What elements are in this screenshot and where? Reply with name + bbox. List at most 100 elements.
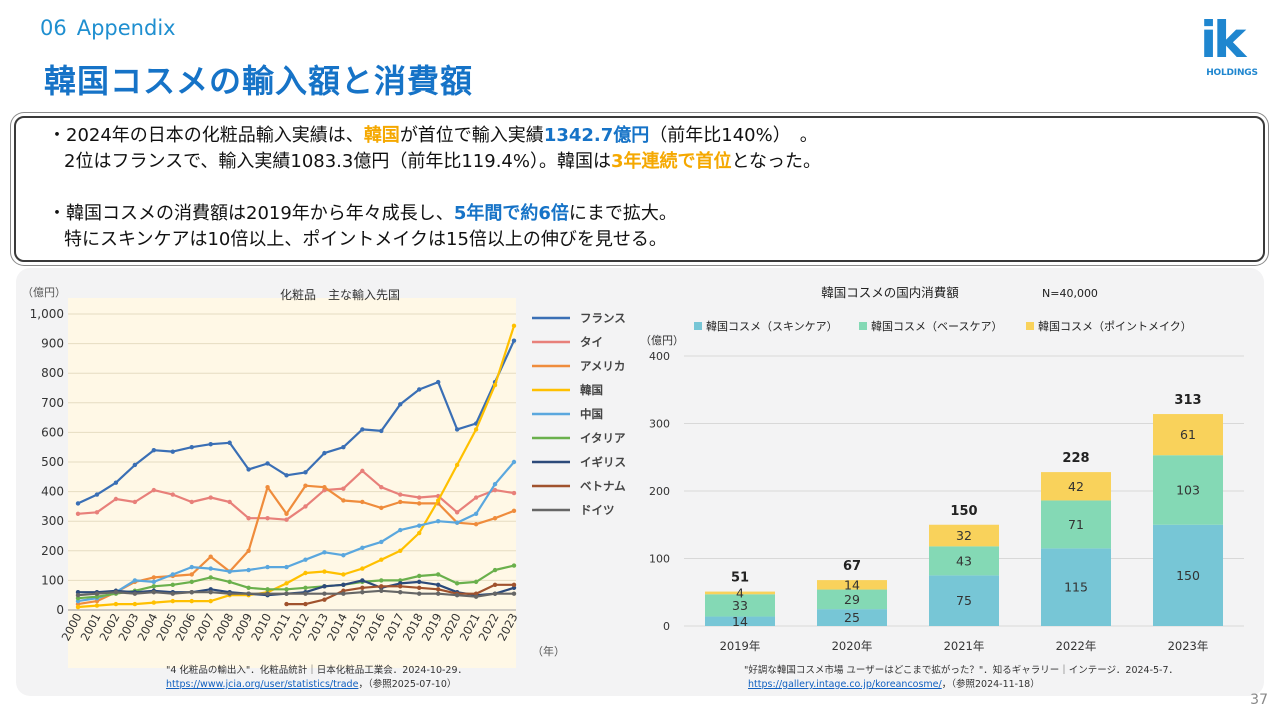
data-point xyxy=(303,557,308,562)
summary-box: ・2024年の日本の化粧品輸入実績は、韓国が首位で輸入実績1342.7億円（前年… xyxy=(14,116,1265,262)
data-point xyxy=(341,582,346,588)
bar-segment xyxy=(705,591,775,595)
data-point xyxy=(322,591,327,596)
data-point xyxy=(208,590,213,595)
data-point xyxy=(454,593,460,598)
section-header: 06 Appendix xyxy=(40,16,186,40)
data-point xyxy=(189,572,194,577)
y-tick-label: 300 xyxy=(649,418,670,431)
data-point xyxy=(284,587,289,592)
data-point xyxy=(435,587,441,592)
bar-value-label: 71 xyxy=(1068,517,1084,532)
data-point xyxy=(379,588,384,593)
data-point xyxy=(435,591,441,596)
y-tick-label: 100 xyxy=(41,573,64,587)
data-point xyxy=(132,499,138,505)
data-point xyxy=(227,440,232,445)
data-point xyxy=(189,564,194,570)
bar-segment xyxy=(929,546,999,576)
data-point xyxy=(170,492,175,497)
legend-swatch xyxy=(1026,322,1034,330)
data-point xyxy=(75,511,81,516)
citation-right-link[interactable]: https://gallery.intage.co.jp/koreancosme… xyxy=(748,679,942,690)
bar-segment xyxy=(1041,548,1111,626)
data-point xyxy=(360,545,365,551)
legend-label: ベトナム xyxy=(580,479,626,493)
data-point xyxy=(417,591,422,596)
data-point xyxy=(511,591,517,596)
legend-label: フランス xyxy=(580,311,626,325)
data-point xyxy=(492,516,498,521)
data-point xyxy=(265,516,270,521)
data-point xyxy=(75,501,81,506)
bar-segment xyxy=(929,575,999,626)
data-point xyxy=(189,445,194,450)
series-line xyxy=(77,340,516,505)
legend-label: 韓国コスメ（ベースケア） xyxy=(871,320,1002,333)
x-tick-label: 2021年 xyxy=(944,639,985,653)
bar-segment xyxy=(817,589,887,610)
data-point xyxy=(360,468,365,474)
bar-segment xyxy=(1153,524,1223,626)
data-point xyxy=(227,499,232,505)
legend-swatch xyxy=(859,322,867,330)
data-point xyxy=(360,578,365,583)
summary-line-2: 2位はフランスで、輸入実績1083.3億円（前年比119.4%）。韓国は3年連続… xyxy=(64,151,821,172)
data-point xyxy=(265,461,270,466)
bar-value-label: 4 xyxy=(736,585,744,600)
data-point xyxy=(208,554,213,559)
data-point xyxy=(511,323,517,329)
series-line xyxy=(77,589,514,598)
data-point xyxy=(379,584,384,589)
series-line xyxy=(77,469,515,521)
data-point xyxy=(322,484,327,490)
data-point xyxy=(360,566,365,571)
data-point xyxy=(132,591,138,596)
bar-value-label: 43 xyxy=(956,553,972,568)
data-point xyxy=(170,591,175,596)
data-point xyxy=(208,598,213,604)
data-point xyxy=(265,564,270,570)
y-tick-label: 600 xyxy=(41,425,64,439)
data-point xyxy=(151,600,157,605)
data-point xyxy=(417,530,422,536)
data-point xyxy=(284,517,289,522)
bar-value-label: 14 xyxy=(844,577,860,592)
data-point xyxy=(454,427,460,432)
bar-value-label: 75 xyxy=(956,593,972,608)
data-point xyxy=(151,447,157,453)
legend-label: ドイツ xyxy=(580,503,615,517)
data-point xyxy=(322,450,327,456)
data-point xyxy=(113,480,119,485)
bar-value-label: 25 xyxy=(844,610,860,625)
data-point xyxy=(511,563,517,568)
data-point xyxy=(303,570,308,576)
data-point xyxy=(473,521,479,527)
data-point xyxy=(341,591,346,596)
data-point xyxy=(303,585,308,590)
bar-segment xyxy=(1153,455,1223,525)
legend-label: 韓国コスメ（スキンケア） xyxy=(706,320,838,333)
data-point xyxy=(360,585,365,590)
data-point xyxy=(189,579,194,585)
data-point xyxy=(322,597,327,602)
citation-left-link[interactable]: https://www.jcia.org/user/statistics/tra… xyxy=(166,679,359,690)
bar-total-label: 67 xyxy=(843,559,861,574)
bar-segment xyxy=(705,594,775,617)
data-point xyxy=(227,591,232,596)
data-point xyxy=(151,590,157,595)
bar-segment xyxy=(929,524,999,547)
data-point xyxy=(265,484,270,490)
data-point xyxy=(113,496,119,502)
data-point xyxy=(417,579,422,585)
data-point xyxy=(379,578,384,583)
data-point xyxy=(94,603,100,608)
bar-value-label: 14 xyxy=(732,614,748,629)
company-logo: ik HOLDINGS xyxy=(1196,12,1268,82)
data-point xyxy=(284,591,289,596)
logo-subtext: HOLDINGS xyxy=(1206,68,1258,78)
y-tick-label: 100 xyxy=(649,553,670,566)
data-point xyxy=(417,501,422,506)
data-point xyxy=(379,428,384,434)
y-tick-label: 0 xyxy=(663,620,670,633)
